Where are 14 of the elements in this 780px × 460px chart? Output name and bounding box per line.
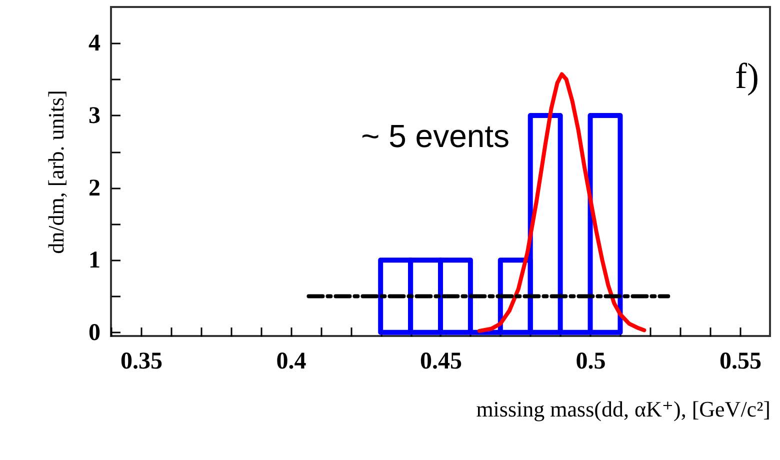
y-tick-label: 0 [88,320,100,346]
y-tick-label: 1 [88,248,100,274]
x-tick-label: 0.5 [576,348,606,374]
annotation: f) [735,56,759,96]
x-axis-title: missing mass(dd, αK⁺), [GeV/c²] [476,396,770,422]
x-tick-label: 0.35 [120,348,162,374]
x-tick-label: 0.55 [720,348,762,374]
x-tick-label: 0.45 [420,348,462,374]
y-tick-label: 3 [88,102,100,129]
y-tick-label: 2 [88,175,100,202]
annotation: ~ 5 events [361,118,510,154]
x-tick-label: 0.4 [276,348,306,374]
y-tick-label: 4 [88,30,100,57]
y-axis-title: dn/dm, [arb. units] [44,90,68,254]
